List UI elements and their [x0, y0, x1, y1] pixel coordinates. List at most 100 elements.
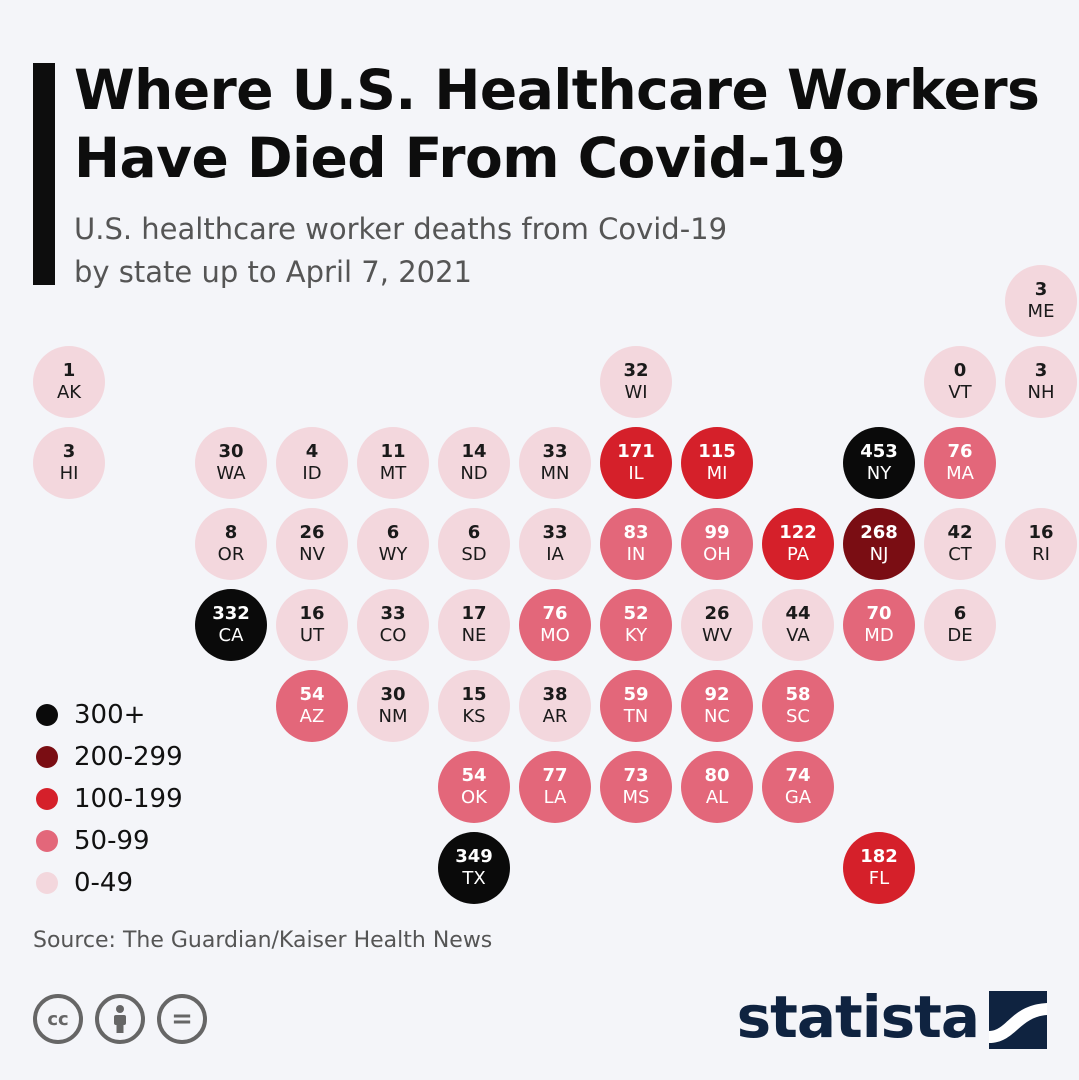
state-abbr: KY — [624, 625, 648, 646]
state-value: 76 — [947, 441, 973, 462]
state-abbr: SD — [461, 544, 487, 565]
state-abbr: NC — [703, 706, 731, 727]
state-abbr: NJ — [869, 544, 889, 565]
state-abbr: PA — [786, 544, 810, 565]
state-tile-az: 54 AZ — [276, 670, 348, 742]
state-tile-ky: 52 KY — [600, 589, 672, 661]
state-tile-wa: 30 WA — [195, 427, 267, 499]
state-value: 349 — [455, 846, 493, 867]
legend-swatch — [36, 872, 58, 894]
state-value: 3 — [1034, 279, 1048, 300]
state-value: 4 — [305, 441, 319, 462]
state-tile-ct: 42 CT — [924, 508, 996, 580]
state-abbr: RI — [1032, 544, 1050, 565]
state-tile-tn: 59 TN — [600, 670, 672, 742]
state-value: 77 — [542, 765, 568, 786]
state-value: 58 — [785, 684, 811, 705]
state-value: 92 — [704, 684, 730, 705]
state-abbr: MS — [622, 787, 650, 808]
state-tile-sd: 6 SD — [438, 508, 510, 580]
state-tile-in: 83 IN — [600, 508, 672, 580]
state-value: 16 — [1028, 522, 1054, 543]
state-value: 268 — [860, 522, 898, 543]
state-value: 80 — [704, 765, 730, 786]
state-tile-ri: 16 RI — [1005, 508, 1077, 580]
state-abbr: MN — [540, 463, 570, 484]
state-tile-mi: 115 MI — [681, 427, 753, 499]
state-value: 3 — [62, 441, 76, 462]
subtitle-line-2: by state up to April 7, 2021 — [74, 255, 472, 289]
state-tile-wv: 26 WV — [681, 589, 753, 661]
state-tile-nm: 30 NM — [357, 670, 429, 742]
state-value: 6 — [953, 603, 967, 624]
state-tile-co: 33 CO — [357, 589, 429, 661]
state-tile-la: 77 LA — [519, 751, 591, 823]
state-value: 15 — [461, 684, 487, 705]
state-value: 59 — [623, 684, 649, 705]
state-tile-mn: 33 MN — [519, 427, 591, 499]
state-abbr: VT — [948, 382, 972, 403]
state-abbr: MA — [946, 463, 974, 484]
nd-icon[interactable]: = — [157, 994, 207, 1044]
state-abbr: DE — [947, 625, 973, 646]
state-tile-ma: 76 MA — [924, 427, 996, 499]
state-abbr: ND — [460, 463, 488, 484]
state-tile-ak: 1 AK — [33, 346, 105, 418]
state-tile-ok: 54 OK — [438, 751, 510, 823]
legend: 300+ 200-299 100-199 50-99 0-49 — [36, 694, 183, 904]
state-tile-wi: 32 WI — [600, 346, 672, 418]
state-value: 74 — [785, 765, 811, 786]
legend-label: 200-299 — [74, 742, 183, 772]
state-abbr: NH — [1027, 382, 1055, 403]
state-tile-ga: 74 GA — [762, 751, 834, 823]
by-icon[interactable] — [95, 994, 145, 1044]
legend-item: 300+ — [36, 694, 183, 736]
state-tile-hi: 3 HI — [33, 427, 105, 499]
state-tile-nv: 26 NV — [276, 508, 348, 580]
state-value: 6 — [386, 522, 400, 543]
statista-mark-icon — [989, 991, 1047, 1049]
state-abbr: AR — [542, 706, 568, 727]
state-value: 26 — [299, 522, 325, 543]
state-value: 42 — [947, 522, 973, 543]
state-value: 3 — [1034, 360, 1048, 381]
legend-item: 50-99 — [36, 820, 183, 862]
cc-icon[interactable]: cc — [33, 994, 83, 1044]
page-subtitle: U.S. healthcare worker deaths from Covid… — [74, 208, 874, 294]
brand-logo[interactable]: statista — [737, 982, 1047, 1052]
state-tile-ks: 15 KS — [438, 670, 510, 742]
state-value: 11 — [380, 441, 406, 462]
state-value: 83 — [623, 522, 649, 543]
legend-item: 200-299 — [36, 736, 183, 778]
state-value: 0 — [953, 360, 967, 381]
state-abbr: IN — [626, 544, 646, 565]
state-tile-sc: 58 SC — [762, 670, 834, 742]
subtitle-line-1: U.S. healthcare worker deaths from Covid… — [74, 212, 728, 246]
state-value: 54 — [461, 765, 487, 786]
state-value: 99 — [704, 522, 730, 543]
state-value: 171 — [617, 441, 655, 462]
state-abbr: WA — [216, 463, 246, 484]
state-value: 26 — [704, 603, 730, 624]
legend-swatch — [36, 704, 58, 726]
state-value: 14 — [461, 441, 487, 462]
legend-swatch — [36, 788, 58, 810]
state-abbr: LA — [543, 787, 567, 808]
state-tile-vt: 0 VT — [924, 346, 996, 418]
state-tile-mo: 76 MO — [519, 589, 591, 661]
state-abbr: AL — [705, 787, 729, 808]
state-tile-ia: 33 IA — [519, 508, 591, 580]
legend-swatch — [36, 746, 58, 768]
state-tile-pa: 122 PA — [762, 508, 834, 580]
state-value: 33 — [542, 522, 568, 543]
state-abbr: OR — [217, 544, 245, 565]
state-abbr: UT — [299, 625, 325, 646]
state-value: 33 — [542, 441, 568, 462]
state-value: 115 — [698, 441, 736, 462]
state-tile-mt: 11 MT — [357, 427, 429, 499]
title-accent-bar — [33, 63, 55, 285]
state-abbr: ID — [302, 463, 322, 484]
state-abbr: SC — [786, 706, 810, 727]
state-abbr: GA — [784, 787, 812, 808]
legend-item: 0-49 — [36, 862, 183, 904]
